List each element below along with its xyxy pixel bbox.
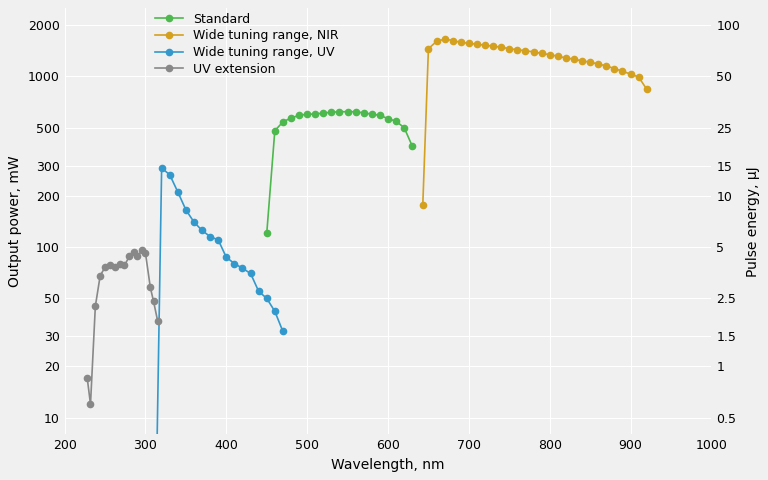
Standard: [408, 143, 417, 149]
UV extension: [153, 318, 162, 324]
Wide tuning range, NIR: [617, 68, 627, 74]
Wide tuning range, NIR: [601, 63, 611, 69]
Standard: [303, 111, 312, 117]
UV extension: [95, 273, 104, 278]
Wide tuning range, NIR: [610, 66, 619, 72]
Wide tuning range, NIR: [440, 36, 449, 42]
Legend: Standard, Wide tuning range, NIR, Wide tuning range, UV, UV extension: Standard, Wide tuning range, NIR, Wide t…: [155, 12, 338, 76]
Standard: [335, 109, 344, 115]
UV extension: [137, 247, 147, 253]
UV extension: [83, 375, 92, 381]
Wide tuning range, NIR: [464, 40, 473, 46]
Standard: [262, 230, 271, 236]
Standard: [319, 110, 328, 116]
Wide tuning range, UV: [238, 265, 247, 271]
UV extension: [101, 264, 110, 270]
Line: Wide tuning range, NIR: Wide tuning range, NIR: [419, 36, 650, 209]
Wide tuning range, NIR: [585, 59, 594, 65]
Wide tuning range, NIR: [578, 58, 587, 64]
Standard: [278, 119, 287, 125]
Wide tuning range, UV: [197, 228, 207, 233]
UV extension: [120, 263, 129, 268]
Wide tuning range, NIR: [569, 56, 578, 62]
Wide tuning range, NIR: [529, 49, 538, 55]
Wide tuning range, NIR: [626, 71, 635, 77]
Wide tuning range, UV: [165, 172, 174, 178]
Wide tuning range, NIR: [553, 53, 562, 59]
UV extension: [91, 303, 100, 309]
Standard: [327, 109, 336, 115]
Wide tuning range, NIR: [424, 46, 433, 52]
Wide tuning range, UV: [206, 234, 215, 240]
UV extension: [124, 253, 134, 259]
Wide tuning range, UV: [214, 237, 223, 243]
Wide tuning range, UV: [270, 309, 280, 314]
Y-axis label: Pulse energy, μJ: Pulse energy, μJ: [746, 166, 760, 276]
Wide tuning range, NIR: [497, 44, 506, 50]
Standard: [286, 115, 296, 121]
Wide tuning range, NIR: [432, 38, 441, 44]
Standard: [359, 110, 369, 116]
Wide tuning range, NIR: [642, 86, 651, 92]
Standard: [270, 128, 280, 133]
Wide tuning range, NIR: [537, 50, 546, 56]
Wide tuning range, NIR: [521, 48, 530, 54]
Standard: [367, 111, 376, 117]
Standard: [399, 125, 409, 131]
Wide tuning range, UV: [222, 254, 231, 260]
Wide tuning range, UV: [190, 219, 199, 225]
Standard: [351, 109, 360, 115]
Y-axis label: Output power, mW: Output power, mW: [8, 156, 22, 287]
Wide tuning range, UV: [254, 288, 263, 294]
Wide tuning range, UV: [181, 207, 190, 213]
Wide tuning range, NIR: [513, 47, 522, 53]
Standard: [383, 116, 392, 121]
Wide tuning range, UV: [230, 261, 239, 266]
Wide tuning range, NIR: [448, 37, 457, 43]
Wide tuning range, NIR: [505, 46, 514, 52]
Wide tuning range, NIR: [456, 39, 465, 45]
UV extension: [149, 299, 158, 304]
Wide tuning range, NIR: [561, 55, 571, 61]
Line: Wide tuning range, UV: Wide tuning range, UV: [153, 165, 286, 480]
Standard: [310, 111, 319, 117]
UV extension: [146, 285, 155, 290]
UV extension: [130, 250, 139, 255]
Standard: [294, 112, 303, 118]
Wide tuning range, UV: [157, 165, 166, 171]
Standard: [376, 112, 385, 118]
UV extension: [141, 250, 150, 256]
Wide tuning range, NIR: [481, 42, 490, 48]
UV extension: [115, 261, 124, 266]
Line: UV extension: UV extension: [84, 247, 161, 408]
UV extension: [86, 401, 95, 407]
Wide tuning range, NIR: [472, 41, 482, 47]
Wide tuning range, UV: [262, 296, 271, 301]
Wide tuning range, NIR: [418, 203, 427, 208]
Wide tuning range, NIR: [634, 74, 644, 80]
Wide tuning range, UV: [246, 271, 255, 276]
Wide tuning range, NIR: [545, 52, 554, 58]
Wide tuning range, UV: [174, 189, 183, 195]
Wide tuning range, NIR: [488, 43, 498, 49]
UV extension: [133, 253, 142, 259]
Standard: [392, 119, 401, 124]
Wide tuning range, UV: [278, 329, 287, 335]
Wide tuning range, NIR: [594, 61, 603, 67]
Line: Standard: Standard: [263, 108, 415, 237]
UV extension: [105, 263, 114, 268]
X-axis label: Wavelength, nm: Wavelength, nm: [331, 457, 445, 472]
UV extension: [110, 264, 119, 270]
Standard: [343, 109, 353, 115]
